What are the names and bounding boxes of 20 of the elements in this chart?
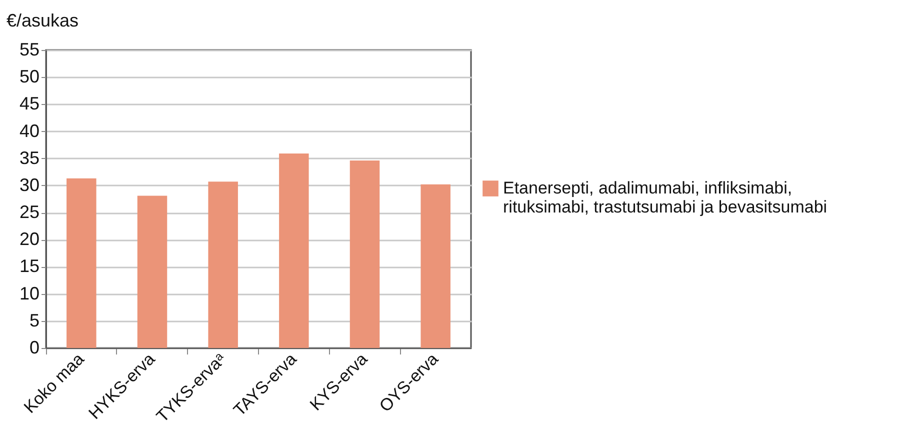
bar: [350, 160, 380, 348]
y-tick-label: 25: [19, 202, 40, 222]
y-tick-label: 0: [29, 338, 40, 358]
bar: [137, 196, 168, 348]
bar: [420, 184, 450, 348]
bar: [279, 153, 309, 348]
y-tick-label: 40: [19, 120, 40, 141]
y-tick-label: 45: [19, 94, 40, 114]
y-tick-label: 55: [19, 40, 40, 60]
y-tick-label: 35: [19, 148, 40, 168]
bar: [208, 182, 238, 348]
legend-label: Etanersepti, adalimumabi, infliksimabi, rituksimabi, trastutsumabi ja bevasitsumabi: [503, 178, 828, 216]
y-tick-label: 5: [29, 310, 40, 330]
y-tick-label: 10: [19, 283, 40, 304]
y-tick-label: 15: [19, 256, 40, 276]
y-tick-label: 50: [19, 66, 40, 87]
y-tick-label: 30: [19, 174, 40, 195]
y-tick-label: 20: [19, 229, 40, 250]
bar: [66, 178, 96, 348]
y-axis-title: €/asukas: [6, 10, 79, 30]
